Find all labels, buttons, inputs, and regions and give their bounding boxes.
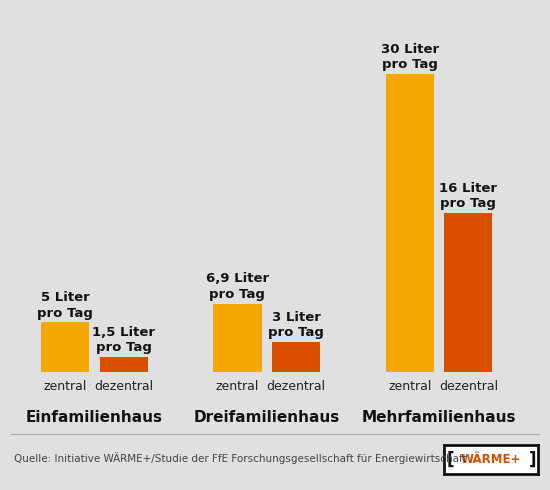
Text: 30 Liter
pro Tag: 30 Liter pro Tag: [381, 43, 439, 72]
Text: [: [: [446, 451, 454, 468]
Text: 16 Liter
pro Tag: 16 Liter pro Tag: [439, 182, 497, 210]
Text: zentral: zentral: [388, 380, 431, 393]
Bar: [213, 304, 262, 372]
Text: dezentral: dezentral: [439, 380, 498, 393]
Bar: [100, 357, 148, 372]
Text: 6,9 Liter
pro Tag: 6,9 Liter pro Tag: [206, 272, 269, 301]
Text: 5 Liter
pro Tag: 5 Liter pro Tag: [37, 291, 93, 319]
Bar: [444, 213, 492, 372]
Text: dezentral: dezentral: [266, 380, 326, 393]
Text: Dreifamilienhaus: Dreifamilienhaus: [194, 410, 340, 425]
Text: zentral: zentral: [216, 380, 259, 393]
Text: ]: ]: [529, 451, 536, 468]
Bar: [386, 74, 434, 372]
Text: Einfamilienhaus: Einfamilienhaus: [26, 410, 163, 425]
Text: Quelle: Initiative WÄRME+/Studie der FfE Forschungsgesellschaft für Energiewirts: Quelle: Initiative WÄRME+/Studie der FfE…: [14, 452, 466, 464]
Text: 1,5 Liter
pro Tag: 1,5 Liter pro Tag: [92, 326, 155, 354]
Bar: [272, 343, 320, 372]
Text: 3 Liter
pro Tag: 3 Liter pro Tag: [268, 311, 324, 340]
Bar: [41, 322, 89, 372]
Text: Mehrfamilienhaus: Mehrfamilienhaus: [362, 410, 516, 425]
Text: WÄRME+: WÄRME+: [461, 453, 521, 466]
Text: zentral: zentral: [43, 380, 87, 393]
Text: dezentral: dezentral: [94, 380, 153, 393]
